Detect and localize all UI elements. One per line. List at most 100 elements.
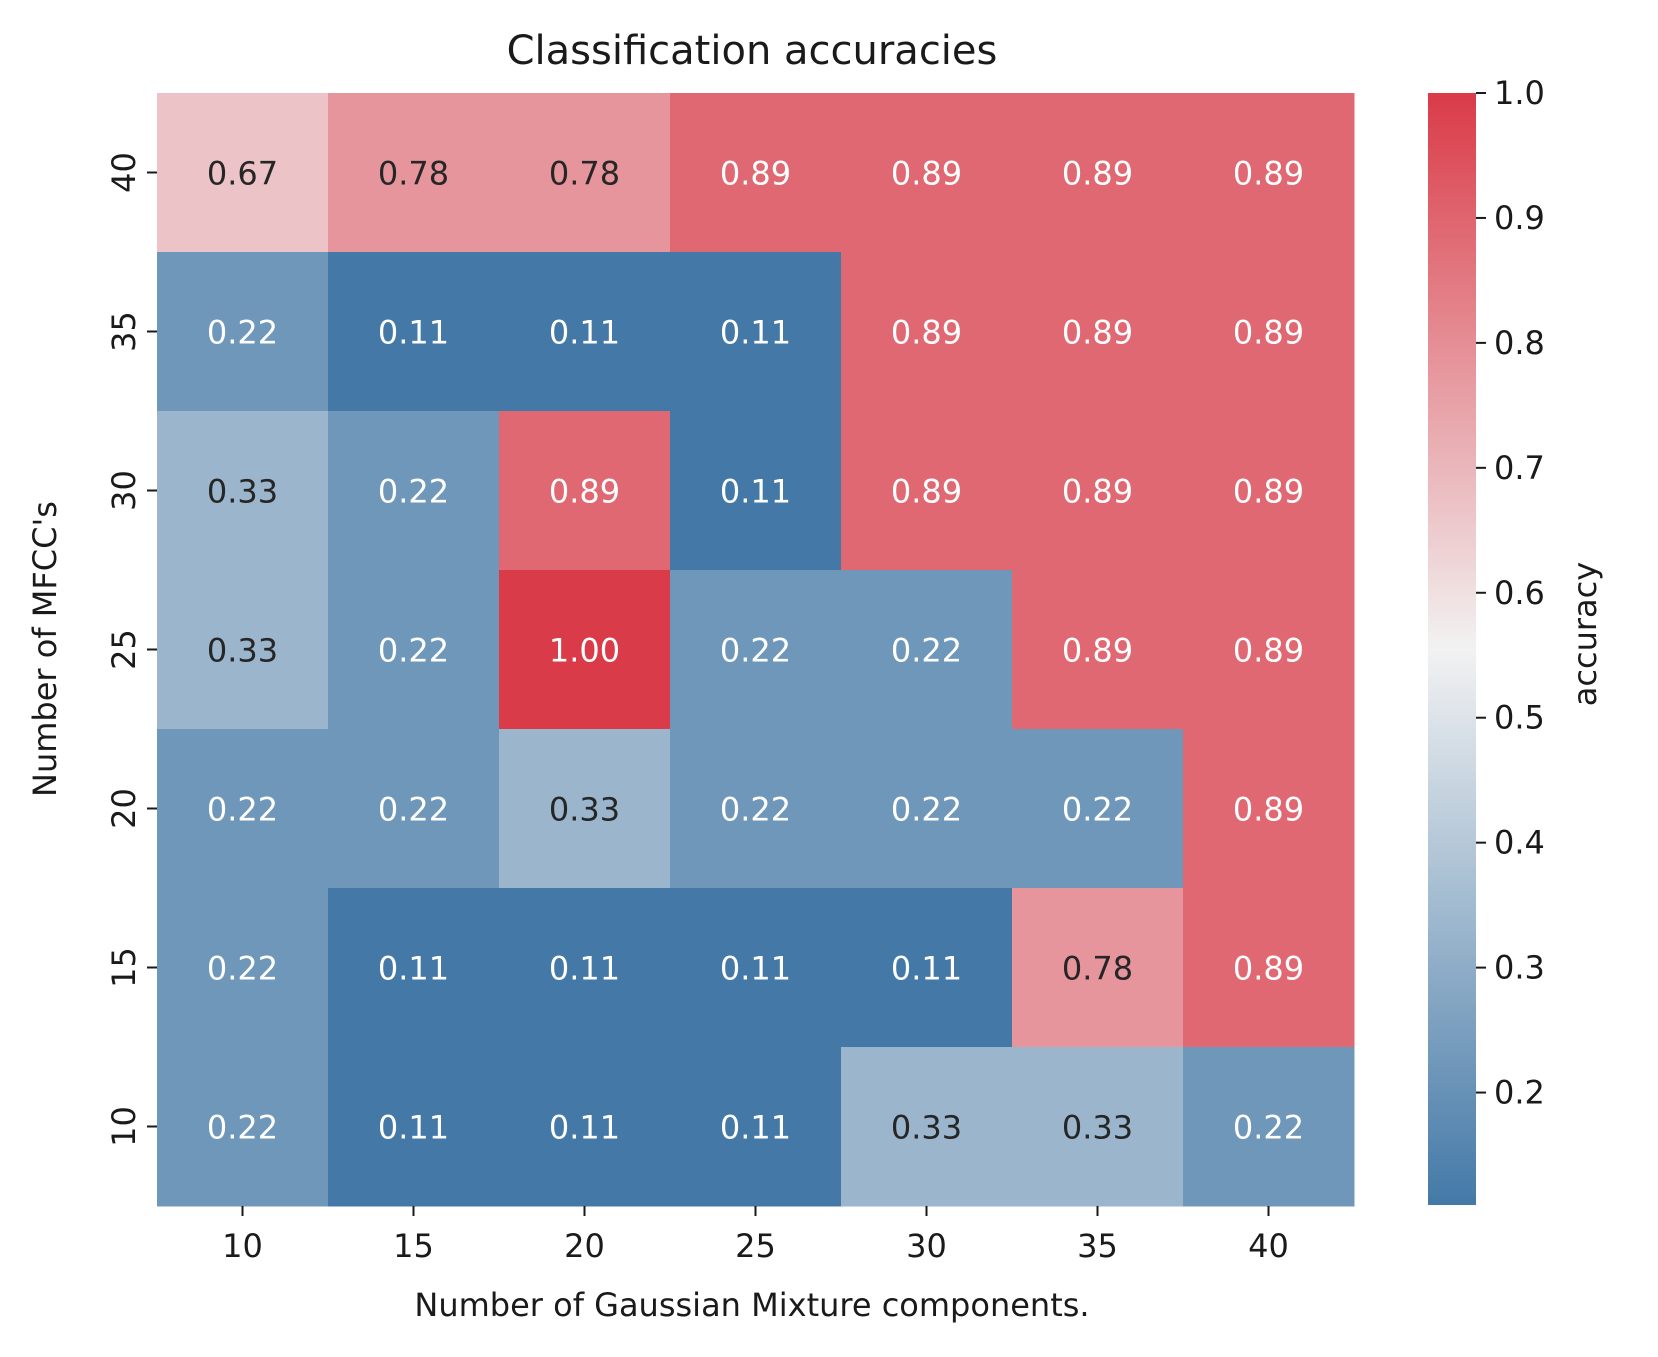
colorbar-tick-label: 1.0 [1494, 74, 1545, 112]
cell-value-label: 0.89 [720, 155, 791, 193]
heatmap-cell [670, 252, 842, 412]
x-axis-label: Number of Gaussian Mixture components. [414, 1286, 1089, 1324]
heatmap-cell [1183, 888, 1355, 1048]
y-tick-label: 15 [105, 947, 143, 988]
heatmap-cell [157, 1047, 329, 1207]
heatmap-cell [1012, 888, 1184, 1048]
y-tick-label: 20 [105, 788, 143, 829]
cell-value-label: 0.33 [207, 632, 278, 670]
heatmap-cell [499, 570, 671, 730]
heatmap-cell [841, 729, 1013, 889]
cell-value-label: 1.00 [549, 632, 620, 670]
heatmap-cell [328, 252, 500, 412]
heatmap-cell [1183, 1047, 1355, 1207]
heatmap-cell [499, 888, 671, 1048]
cell-value-label: 0.89 [891, 314, 962, 352]
x-tick-label: 25 [735, 1227, 776, 1265]
cell-value-label: 0.33 [1062, 1109, 1133, 1147]
cell-value-label: 0.22 [378, 473, 449, 511]
cell-value-label: 0.11 [720, 950, 791, 988]
heatmap-cell [670, 888, 842, 1048]
heatmap-cell [328, 888, 500, 1048]
y-axis-label: Number of MFCC's [26, 501, 64, 797]
heatmap-cell [328, 729, 500, 889]
cell-value-label: 0.11 [378, 1109, 449, 1147]
cell-value-label: 0.89 [1233, 632, 1304, 670]
y-tick-label: 35 [105, 311, 143, 352]
cell-value-label: 0.22 [207, 950, 278, 988]
heatmap-cell [1012, 1047, 1184, 1207]
y-tick-label: 25 [105, 629, 143, 670]
cell-value-label: 0.89 [1062, 155, 1133, 193]
colorbar-gradient [1428, 93, 1476, 1205]
colorbar-tick-label: 0.3 [1494, 949, 1545, 987]
cell-value-label: 0.89 [1062, 314, 1133, 352]
heatmap-cell [841, 888, 1013, 1048]
heatmap-cell [157, 888, 329, 1048]
cell-value-label: 0.89 [549, 473, 620, 511]
cell-value-label: 0.11 [720, 1109, 791, 1147]
heatmap-cell [841, 570, 1013, 730]
colorbar-tick-label: 0.4 [1494, 824, 1545, 862]
cell-value-label: 0.11 [378, 314, 449, 352]
cell-value-label: 0.22 [207, 314, 278, 352]
cell-value-label: 0.11 [549, 1109, 620, 1147]
colorbar-tick-label: 0.5 [1494, 699, 1545, 737]
heatmap-cell [1012, 729, 1184, 889]
cell-value-label: 0.22 [378, 791, 449, 829]
y-axis: 40 35 30 25 20 15 10 [105, 152, 157, 1147]
colorbar-tick-label: 0.7 [1494, 449, 1545, 487]
x-tick-label: 40 [1248, 1227, 1289, 1265]
heatmap-cell [1183, 411, 1355, 571]
cell-value-label: 0.22 [720, 791, 791, 829]
heatmap-cells: 0.67 0.78 0.78 0.89 0.89 0.89 0.89 0.22 0.11 0.11… [157, 93, 1355, 1207]
heatmap-cell [1012, 570, 1184, 730]
cell-value-label: 0.11 [549, 314, 620, 352]
cell-value-label: 0.78 [1062, 950, 1133, 988]
heatmap-cell [499, 93, 671, 253]
heatmap-cell [670, 570, 842, 730]
heatmap-cell [499, 729, 671, 889]
cell-value-label: 0.89 [1062, 632, 1133, 670]
colorbar-tick-label: 0.6 [1494, 574, 1545, 612]
heatmap-cell [1183, 252, 1355, 412]
heatmap-cell [499, 252, 671, 412]
cell-value-label: 0.22 [891, 632, 962, 670]
cell-value-label: 0.33 [549, 791, 620, 829]
heatmap-cell [328, 570, 500, 730]
cell-value-label: 0.89 [1233, 950, 1304, 988]
cell-value-label: 0.22 [891, 791, 962, 829]
heatmap-cell [328, 93, 500, 253]
colorbar-label: accuracy [1566, 562, 1604, 706]
cell-value-label: 0.22 [378, 632, 449, 670]
cell-value-label: 0.89 [1233, 791, 1304, 829]
cell-value-label: 0.78 [549, 155, 620, 193]
heatmap-cell [328, 1047, 500, 1207]
colorbar-tick-label: 0.9 [1494, 199, 1545, 237]
heatmap-cell [157, 729, 329, 889]
heatmap-cell [328, 411, 500, 571]
x-tick-label: 30 [906, 1227, 947, 1265]
heatmap-cell [841, 1047, 1013, 1207]
cell-value-label: 0.89 [1233, 155, 1304, 193]
cell-value-label: 0.11 [720, 473, 791, 511]
x-tick-label: 35 [1077, 1227, 1118, 1265]
heatmap-cell [157, 411, 329, 571]
cell-value-label: 0.33 [891, 1109, 962, 1147]
cell-value-label: 0.11 [720, 314, 791, 352]
cell-value-label: 0.11 [378, 950, 449, 988]
cell-value-label: 0.89 [1062, 473, 1133, 511]
cell-value-label: 0.22 [207, 791, 278, 829]
heatmap-cell [499, 1047, 671, 1207]
x-tick-label: 15 [393, 1227, 434, 1265]
cell-value-label: 0.89 [891, 155, 962, 193]
cell-value-label: 0.89 [1233, 473, 1304, 511]
x-tick-label: 20 [564, 1227, 605, 1265]
x-axis: 10 15 20 25 30 35 40 [222, 1206, 1289, 1265]
cell-value-label: 0.67 [207, 155, 278, 193]
heatmap-cell [1012, 411, 1184, 571]
cell-value-label: 0.11 [549, 950, 620, 988]
heatmap-cell [670, 1047, 842, 1207]
heatmap-cell [499, 411, 671, 571]
